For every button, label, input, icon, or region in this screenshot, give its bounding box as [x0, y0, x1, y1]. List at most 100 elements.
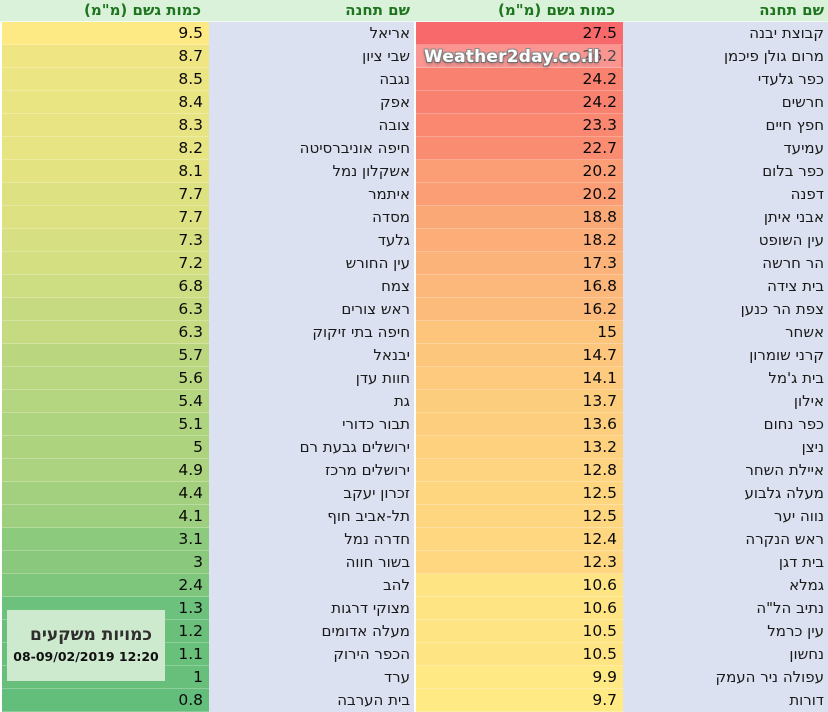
station-column-1: קבוצת יבנה מרום גולן פיכמן כפר גלעדי חרשים ח…: [623, 22, 828, 712]
station-cell: הר חרשה: [762, 254, 824, 272]
rain-amount-cell: 4.1: [2, 505, 209, 528]
rain-amount-cell: 5.7: [2, 344, 209, 367]
rain-amount-cell: 13.7: [416, 390, 623, 413]
station-cell: עין החורש: [345, 254, 410, 272]
amount-column-1: 27.5 26.2 24.2 24.2 23.3 22.7 20.2 20.2 18.8 18.2…: [414, 22, 623, 712]
amount-column-2: 9.5 8.7 8.5 8.4 8.3 8.2 8.1 7.7 7.7 7.3 7.2 6.8 6.3 6…: [0, 22, 209, 712]
station-cell: חוות עדן: [355, 369, 410, 387]
watermark-band: Weather2day.co.il: [414, 45, 621, 68]
rain-amount-cell: 12.5: [416, 482, 623, 505]
rain-amount-cell: 6.3: [2, 298, 209, 321]
rain-amount-cell: 18.8: [416, 206, 623, 229]
rain-amount-cell: 12.4: [416, 528, 623, 551]
station-cell: הכפר הירוק: [333, 645, 410, 663]
station-cell: גת: [393, 392, 410, 410]
rain-amount-cell: 6.8: [2, 275, 209, 298]
rain-amount-cell: 4.9: [2, 459, 209, 482]
rain-amount-cell: 8.3: [2, 114, 209, 137]
station-cell: יבנאל: [373, 346, 410, 364]
station-cell: זכרון יעקב: [343, 484, 410, 502]
rain-amount-cell: 10.5: [416, 643, 623, 666]
station-cell: כפר נחום: [763, 415, 824, 433]
rain-amount-cell: 23.3: [416, 114, 623, 137]
rain-amount-cell: 2.4: [2, 574, 209, 597]
rain-amount-cell: 3.1: [2, 528, 209, 551]
station-cell: חפץ חיים: [765, 116, 825, 134]
station-cell: קרני שומרון: [749, 346, 824, 364]
station-cell: אבני איתן: [763, 208, 824, 226]
station-cell: כפר גלעדי: [757, 70, 824, 88]
station-cell: בית ג'מל: [768, 369, 824, 387]
rain-amount-cell: 12.3: [416, 551, 623, 574]
station-cell: חרשים: [781, 93, 824, 111]
station-header-1: שם תחנה: [759, 1, 824, 19]
station-cell: אריאל: [369, 24, 410, 42]
info-box-timestamp: 08-09/02/2019 12:20: [13, 649, 159, 665]
amount-header-1: כמות גשם (מ"מ): [498, 1, 615, 19]
station-cell: גמלא: [789, 576, 824, 594]
rain-amount-cell: 5.1: [2, 413, 209, 436]
rain-amount-cell: 14.7: [416, 344, 623, 367]
rain-amount-cell: 13.2: [416, 436, 623, 459]
rain-amount-cell: 7.7: [2, 206, 209, 229]
rain-amount-cell: 0.8: [2, 689, 209, 712]
rain-amount-cell: 22.7: [416, 137, 623, 160]
rain-amount-cell: 3: [2, 551, 209, 574]
rain-amount-cell: 7.2: [2, 252, 209, 275]
rain-amount-cell: 5.6: [2, 367, 209, 390]
station-cell: בית הערבה: [337, 691, 410, 709]
station-cell: בית דגן: [778, 553, 824, 571]
station-cell: עפולה ניר העמק: [715, 668, 824, 686]
station-cell: בית צידה: [767, 277, 824, 295]
station-cell: נחשון: [789, 645, 824, 663]
rain-amount-cell: 20.2: [416, 160, 623, 183]
station-cell: ערד: [383, 668, 410, 686]
rain-amount-cell: 8.4: [2, 91, 209, 114]
station-header-2: שם תחנה: [345, 1, 410, 19]
rain-amount-cell: 8.7: [2, 45, 209, 68]
rain-amount-cell: 24.2: [416, 68, 623, 91]
station-cell: דורות: [789, 691, 824, 709]
station-cell: אילון: [793, 392, 824, 410]
station-cell: מסדה: [372, 208, 410, 226]
rain-amount-cell: 13.6: [416, 413, 623, 436]
amount-header-2: כמות גשם (מ"מ): [84, 1, 201, 19]
rain-amount-cell: 12.8: [416, 459, 623, 482]
station-cell: חיפה בתי זיקוק: [312, 323, 410, 341]
station-cell: שבי ציון: [362, 47, 410, 65]
rain-amount-cell: 26.2: [416, 45, 623, 68]
station-cell: תל-אביב חוף: [327, 507, 410, 525]
rain-amount-cell: 8.5: [2, 68, 209, 91]
rain-amount-cell: 27.5: [416, 22, 623, 45]
station-cell: ירושלים גבעת רם: [299, 438, 410, 456]
rain-amount-cell: 4.4: [2, 482, 209, 505]
station-cell: אפק: [379, 93, 410, 111]
station-cell: אשחר: [785, 323, 824, 341]
rain-amount-cell: 16.8: [416, 275, 623, 298]
station-column-2: אריאל שבי ציון נגבה אפק צובה חיפה אוניברסיטה א…: [209, 22, 414, 712]
rain-amount-cell: 15: [416, 321, 623, 344]
station-cell: צפת הר כנען: [740, 300, 824, 318]
table-body: קבוצת יבנה מרום גולן פיכמן כפר גלעדי חרשים ח…: [0, 22, 828, 712]
station-cell: מצוקי דרגות: [331, 599, 410, 617]
rain-amount-cell: 9.5: [2, 22, 209, 45]
station-cell: קבוצת יבנה: [749, 24, 824, 42]
station-cell: ירושלים מרכז: [325, 461, 410, 479]
station-cell: צובה: [378, 116, 410, 134]
rain-amount-cell: 20.2: [416, 183, 623, 206]
rain-amount-cell: 24.2: [416, 91, 623, 114]
rain-amount-cell: 9.7: [416, 689, 623, 712]
info-box: כמויות משקעים 08-09/02/2019 12:20: [7, 610, 165, 681]
station-cell: איילת השחר: [745, 461, 824, 479]
station-cell: להב: [383, 576, 410, 594]
station-cell: מרום גולן פיכמן: [723, 47, 824, 65]
station-cell: עמיעד: [783, 139, 824, 157]
rain-amount-cell: 8.1: [2, 160, 209, 183]
station-cell: בשור חווה: [345, 553, 410, 571]
rain-amount-cell: 10.5: [416, 620, 623, 643]
info-box-title: כמויות משקעים: [29, 625, 152, 646]
watermark-logo: Weather2day.co.il: [424, 46, 600, 67]
rain-amount-cell: 7.7: [2, 183, 209, 206]
table-header-row: שם תחנה כמות גשם (מ"מ) שם תחנה כמות גשם …: [0, 0, 828, 22]
